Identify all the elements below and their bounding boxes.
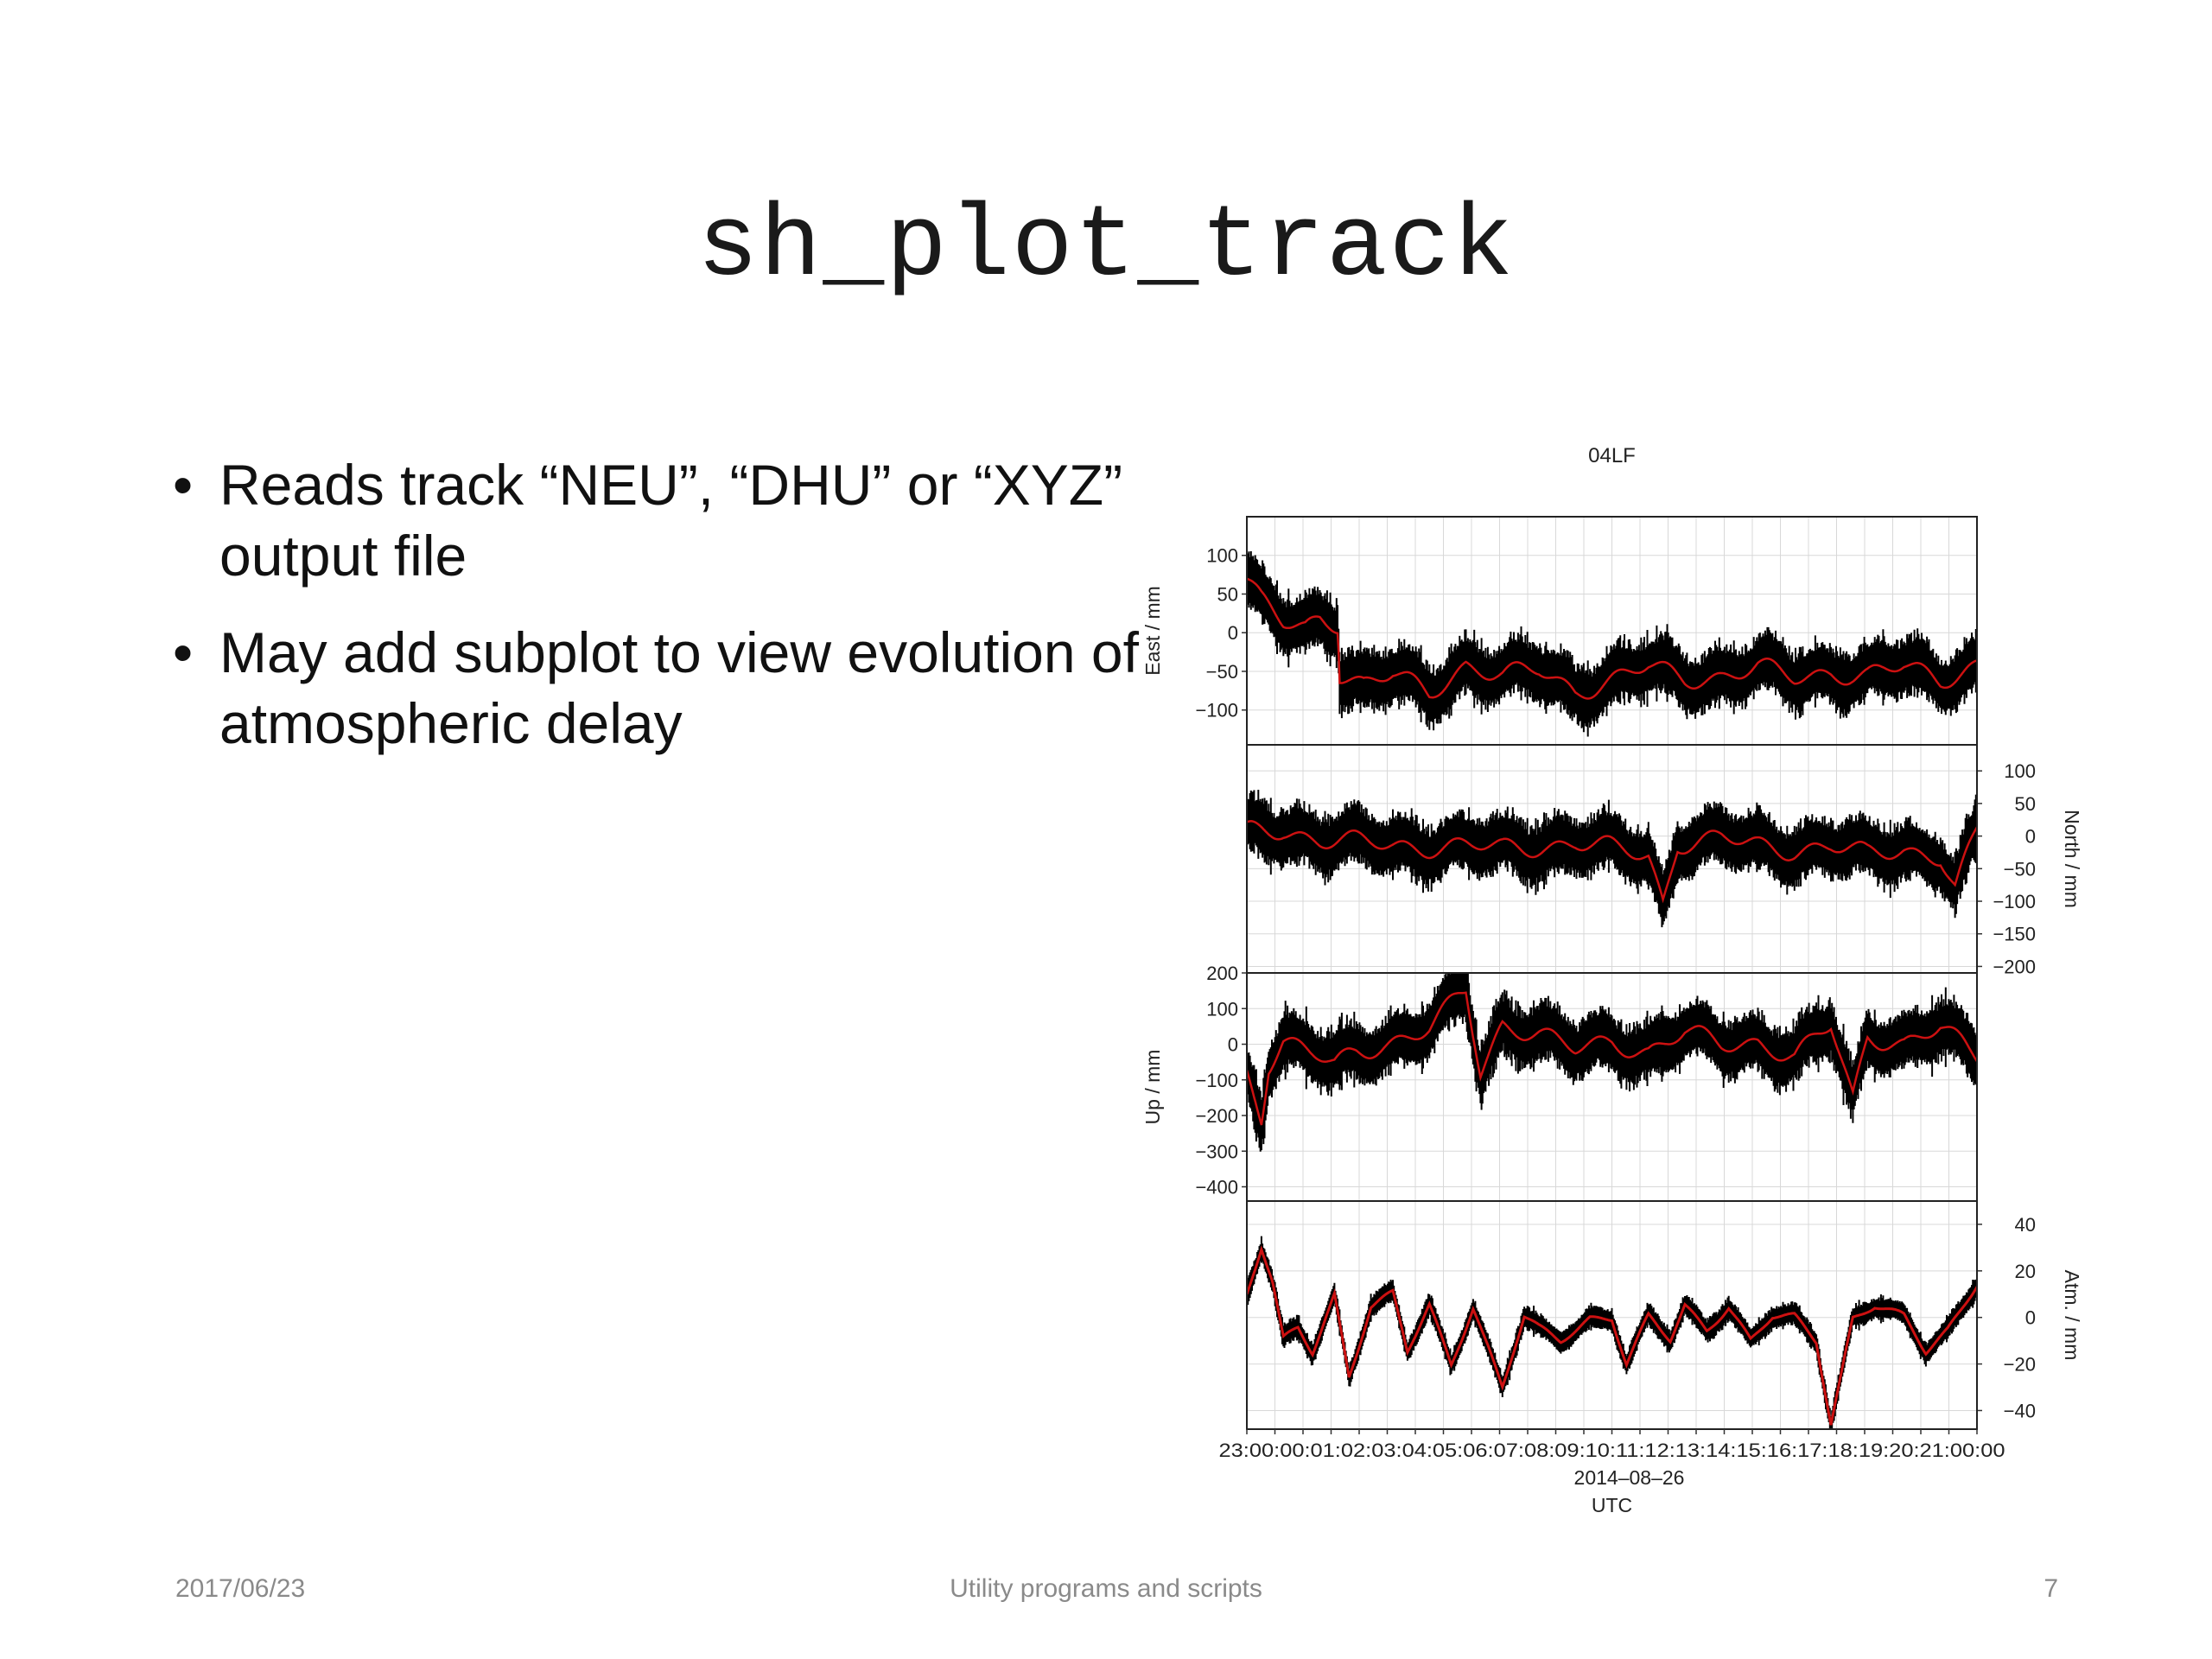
y-tick-label: −300 (1195, 1141, 1238, 1162)
y-tick-label: 0 (2025, 826, 2036, 848)
y-tick-label: −200 (1195, 1105, 1238, 1127)
slide-title: sh_plot_track (696, 190, 1516, 305)
x-axis-label: UTC (1592, 1494, 1632, 1516)
chart-panel: 100 50 0 −50 −100 −150 −200 North / mm (1246, 744, 2083, 977)
y-tick-label: 50 (1217, 583, 1238, 605)
bullet-item: • Reads track “NEU”, “DHU” or “XYZ” outp… (173, 449, 1141, 591)
y-tick-label: −400 (1195, 1177, 1238, 1198)
y-tick-label: 100 (2004, 760, 2036, 782)
y-tick-label: 200 (1206, 963, 1238, 984)
x-tick-labels: 23:00:00:01:02:03:04:05:06:07:08:09:10:1… (1219, 1440, 2005, 1461)
chart-panel: 100 50 0 −50 −100 East / mm (1141, 516, 1978, 746)
footer-center-text: Utility programs and scripts (950, 1574, 1262, 1603)
y-tick-label: −40 (2004, 1400, 2036, 1421)
y-tick-label: −100 (1195, 1070, 1238, 1091)
y-axis-label: Up / mm (1141, 1050, 1164, 1125)
smoothed-series (1247, 820, 1977, 904)
y-tick-label: −100 (1195, 700, 1238, 721)
y-tick-label: −50 (2004, 858, 2036, 880)
footer-date: 2017/06/23 (175, 1574, 306, 1603)
series-group (1247, 790, 1977, 928)
bullet-list: • Reads track “NEU”, “DHU” or “XYZ” outp… (173, 449, 1141, 785)
chart-panel: 40 20 0 −20 −40 Atm. / mm (1246, 1200, 2083, 1430)
chart-title: 04LF (1588, 444, 1636, 467)
y-tick-label: 0 (1228, 1034, 1238, 1056)
y-axis-label: Atm. / mm (2061, 1270, 2083, 1361)
bullet-item: • May add subplot to view evolution of a… (173, 617, 1141, 759)
y-tick-label: −150 (1993, 924, 2036, 945)
y-tick-label: 40 (2015, 1214, 2036, 1236)
bullet-text: Reads track “NEU”, “DHU” or “XYZ” output… (219, 453, 1123, 588)
x-date-label: 2014–08–26 (1574, 1466, 1685, 1489)
series-group (1247, 1236, 1977, 1429)
series-group (1247, 973, 1977, 1152)
y-tick-label: −200 (1993, 956, 2036, 977)
y-tick-label: −100 (1993, 891, 2036, 912)
bullet-text: May add subplot to view evolution of atm… (219, 620, 1139, 755)
series-group (1247, 550, 1977, 737)
y-tick-label: −50 (1206, 661, 1238, 683)
y-tick-label: 100 (1206, 998, 1238, 1020)
y-tick-label: 0 (1228, 622, 1238, 644)
smoothed-series (1247, 577, 1977, 700)
y-axis-label: North / mm (2061, 810, 2083, 908)
track-plot: 04LF 100 50 0 −50 −100 East / mm 100 50 0 −50 −100 −… (1141, 444, 2083, 1516)
chart-panel: 200 100 0 −100 −200 −300 −400 Up / mm (1141, 963, 1978, 1202)
footer-page-number: 7 (2044, 1574, 2058, 1603)
y-tick-label: 0 (2025, 1307, 2036, 1329)
y-tick-label: 20 (2015, 1261, 2036, 1282)
y-axis-label: East / mm (1141, 586, 1164, 676)
bullet-dot-icon: • (173, 620, 194, 684)
y-tick-label: 100 (1206, 545, 1238, 567)
y-tick-label: 50 (2015, 793, 2036, 815)
smoothed-series (1247, 991, 1977, 1126)
y-tick-label: −20 (2004, 1354, 2036, 1376)
bullet-dot-icon: • (173, 453, 194, 517)
smoothed-series (1247, 1245, 1977, 1426)
